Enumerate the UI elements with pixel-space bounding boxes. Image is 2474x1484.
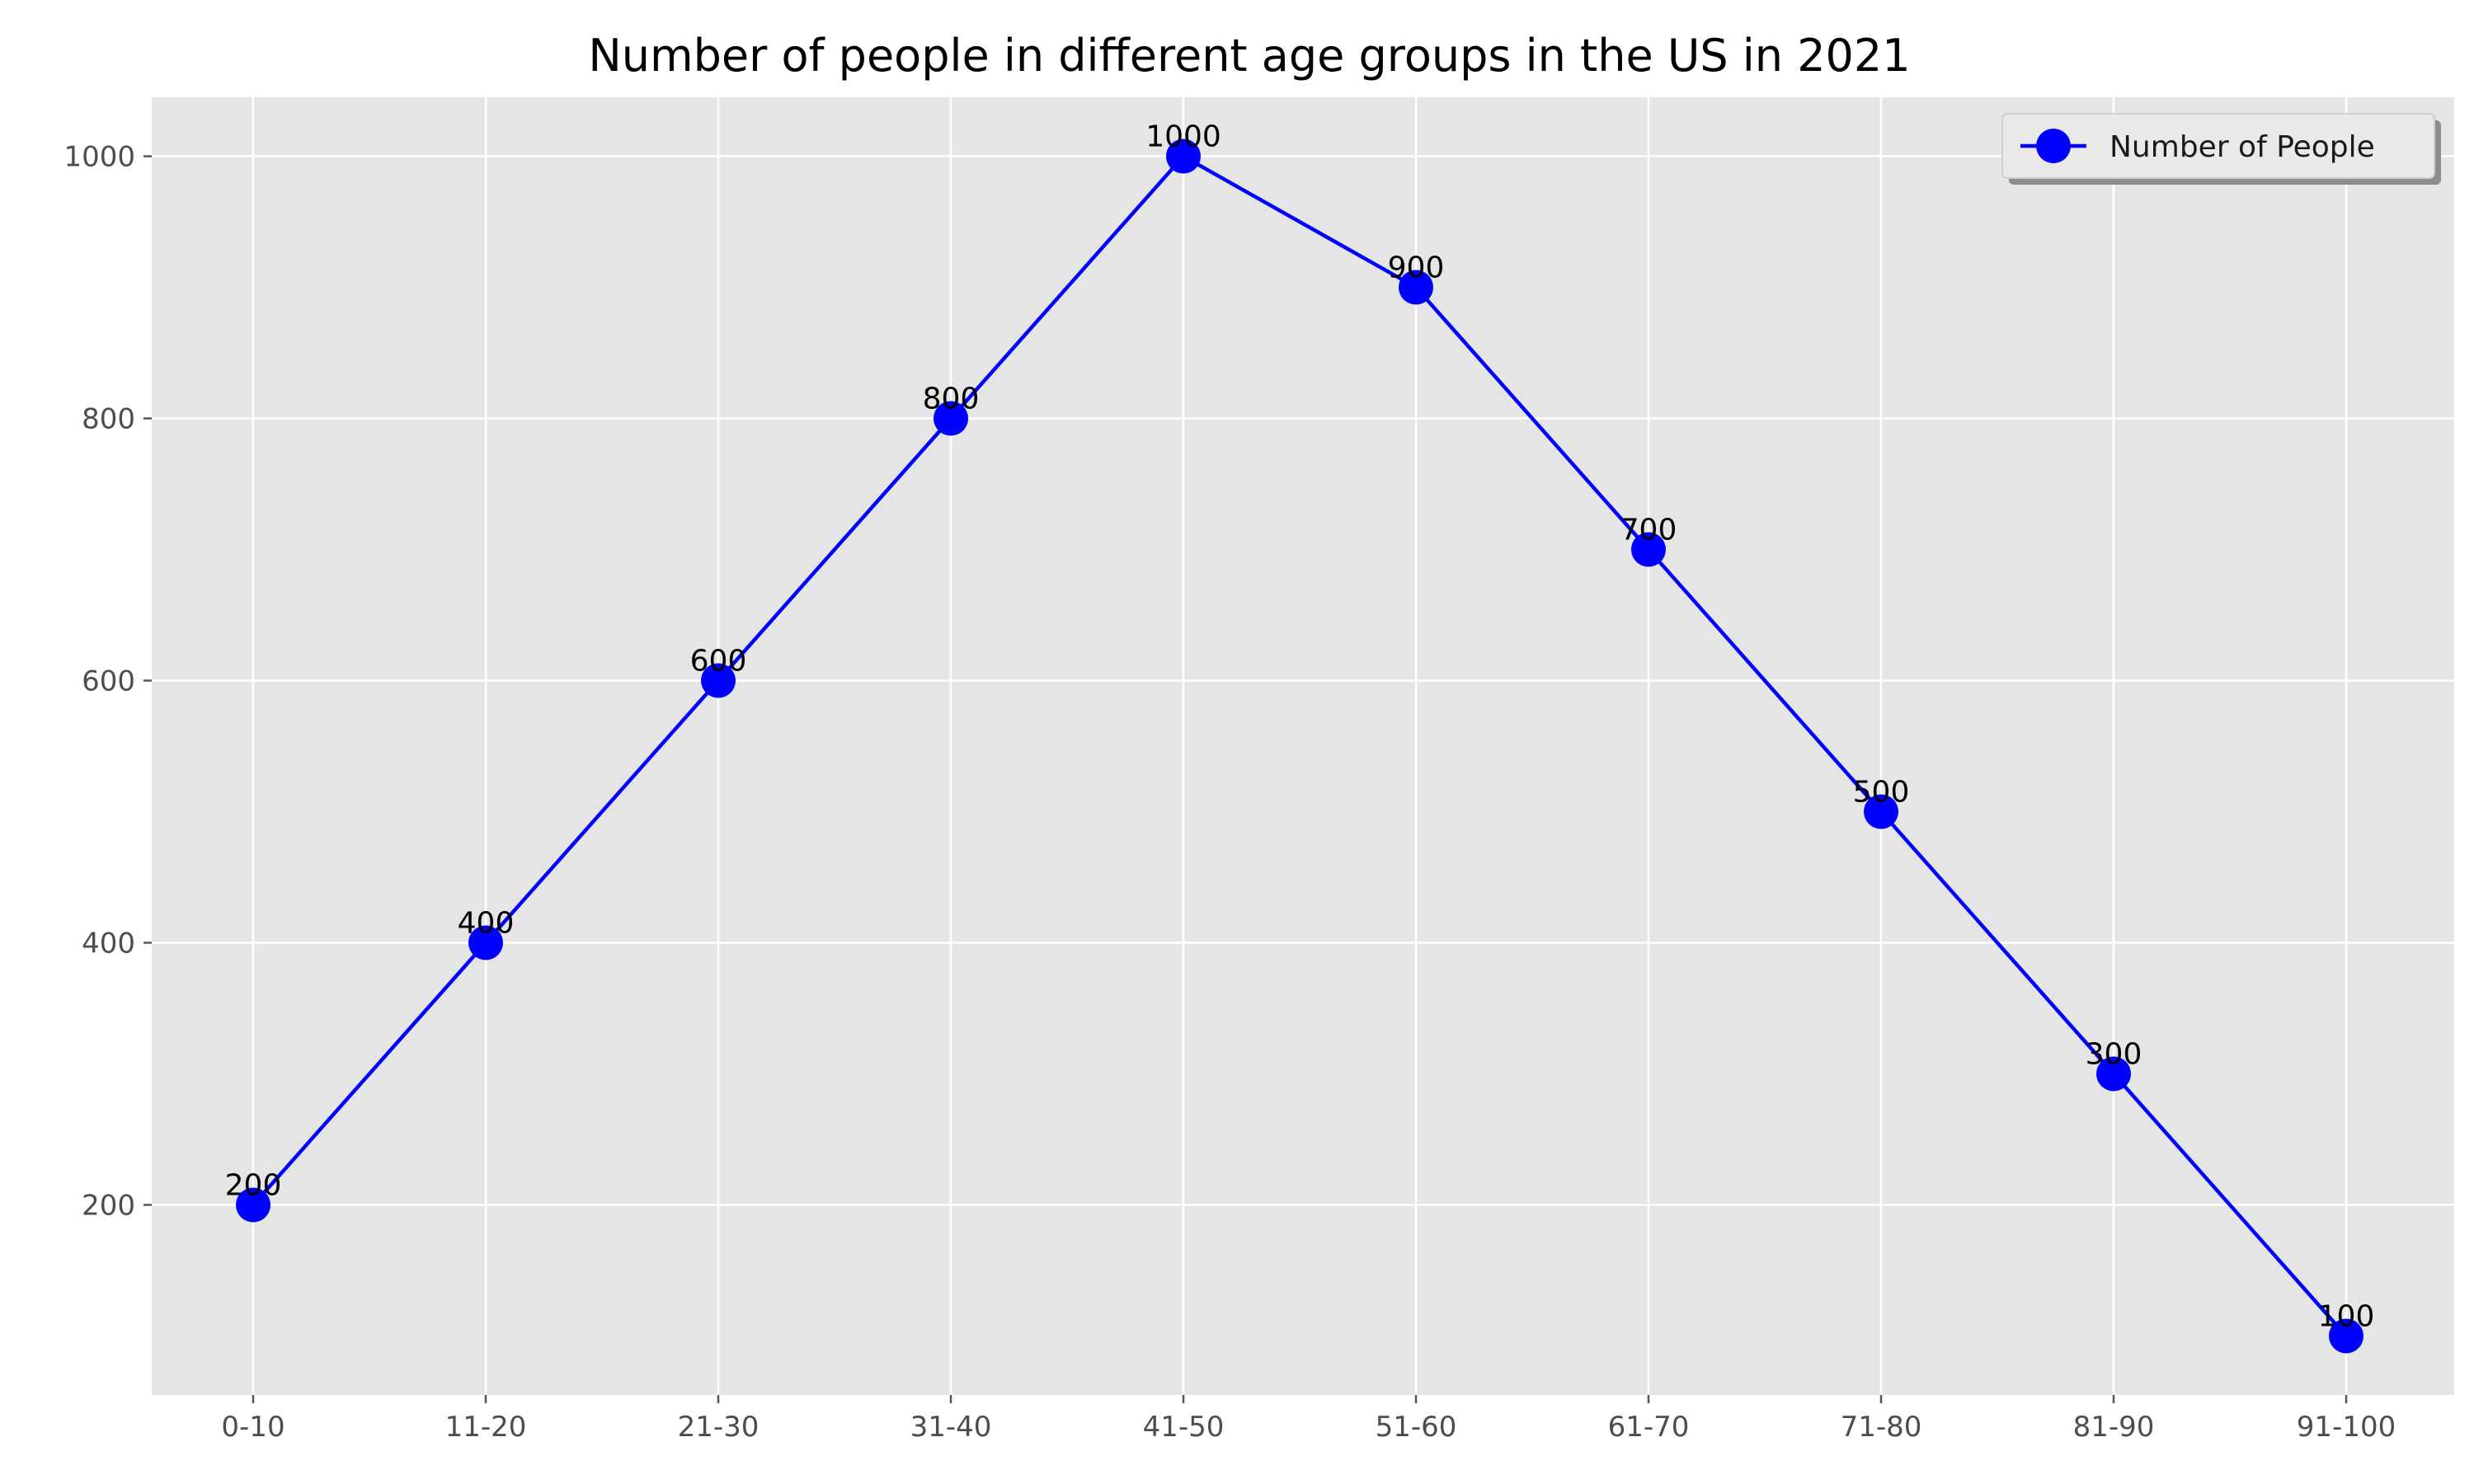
data-label: 400 bbox=[458, 906, 515, 940]
y-axis: 200 400 600 800 1000 bbox=[63, 141, 152, 1222]
data-point bbox=[236, 1187, 270, 1223]
data-point bbox=[701, 663, 736, 698]
data-point bbox=[2096, 1056, 2131, 1092]
data-point bbox=[934, 401, 968, 436]
y-tick-label: 400 bbox=[82, 927, 135, 960]
data-label: 200 bbox=[225, 1168, 282, 1202]
x-gridlines bbox=[252, 97, 2348, 1395]
series-line bbox=[252, 154, 2348, 1337]
legend-box bbox=[2001, 113, 2435, 179]
data-labels: 200 400 600 800 1000 900 700 500 300 100 bbox=[225, 120, 2375, 1334]
x-tick-label: 21-30 bbox=[678, 1411, 760, 1444]
x-tick-label: 71-80 bbox=[1841, 1411, 1922, 1444]
data-point bbox=[1864, 794, 1898, 829]
legend: Number of People bbox=[2001, 113, 2441, 185]
x-tick-label: 0-10 bbox=[221, 1411, 285, 1444]
data-label: 700 bbox=[1620, 514, 1677, 547]
x-tick-label: 41-50 bbox=[1143, 1411, 1225, 1444]
x-axis: 0-10 11-20 21-30 31-40 41-50 51-60 61-70 71-80 8… bbox=[221, 1395, 2396, 1444]
y-tick-label: 200 bbox=[82, 1189, 135, 1222]
data-label: 1000 bbox=[1145, 120, 1221, 154]
legend-marker-sample bbox=[2036, 129, 2071, 163]
data-point bbox=[1166, 139, 1201, 174]
data-point bbox=[1399, 270, 1433, 305]
y-tick-label: 1000 bbox=[63, 141, 135, 174]
data-label: 900 bbox=[1388, 251, 1445, 285]
x-tick-label: 81-90 bbox=[2073, 1411, 2155, 1444]
x-tick-label: 61-70 bbox=[1608, 1411, 1690, 1444]
chart-title: Number of people in different age groups… bbox=[588, 30, 1910, 82]
data-label: 500 bbox=[1853, 775, 1910, 809]
data-label: 300 bbox=[2086, 1037, 2142, 1071]
series-number-of-people bbox=[236, 139, 2363, 1354]
data-label: 600 bbox=[690, 645, 747, 679]
y-tick-label: 600 bbox=[82, 665, 135, 698]
data-point bbox=[2329, 1318, 2363, 1354]
data-label: 100 bbox=[2318, 1299, 2375, 1333]
plot-area bbox=[152, 97, 2454, 1395]
x-tick-label: 31-40 bbox=[910, 1411, 992, 1444]
x-tick-label: 51-60 bbox=[1376, 1411, 1457, 1444]
data-point bbox=[1631, 532, 1666, 567]
legend-entry-number-of-people: Number of People bbox=[2109, 130, 2375, 164]
x-tick-label: 11-20 bbox=[445, 1411, 527, 1444]
data-label: 800 bbox=[923, 383, 980, 416]
y-tick-label: 800 bbox=[82, 403, 135, 436]
x-tick-label: 91-100 bbox=[2297, 1411, 2396, 1444]
data-point bbox=[468, 925, 503, 960]
